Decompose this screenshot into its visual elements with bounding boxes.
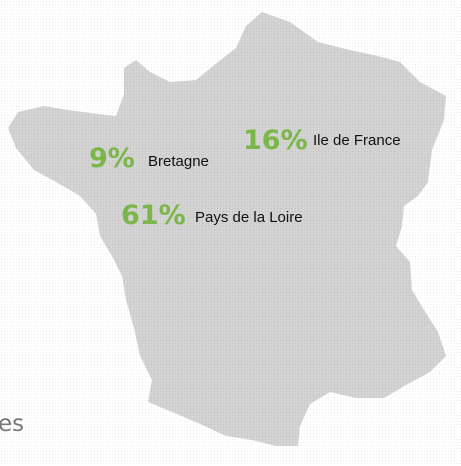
percentage-label: 9% (89, 143, 135, 174)
region-name: Ile de France (313, 132, 401, 149)
cropped-text: es (0, 411, 24, 437)
percentage-label: 61% (121, 200, 186, 231)
france-outline (8, 12, 446, 446)
region-name: Bretagne (148, 153, 209, 170)
percentage-label: 16% (243, 125, 308, 156)
region-name: Pays de la Loire (195, 209, 303, 226)
